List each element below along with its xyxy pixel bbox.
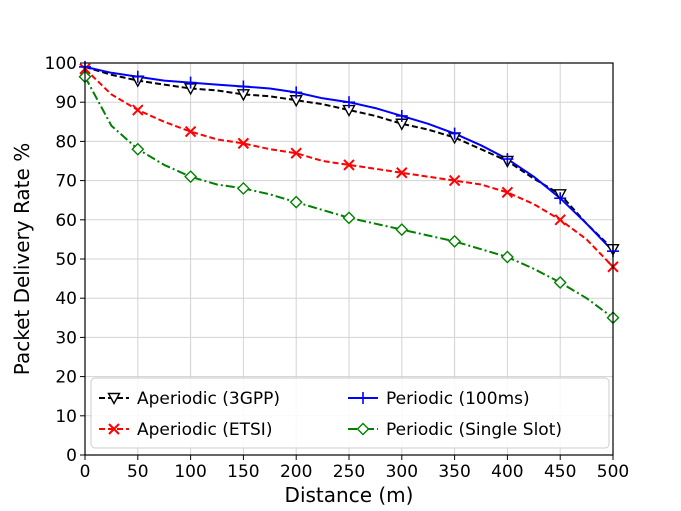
legend-swatch-marker bbox=[357, 392, 369, 404]
legend-swatch-marker-shape bbox=[356, 422, 370, 436]
data-point-s3-shape bbox=[448, 234, 462, 248]
data-point-s3 bbox=[342, 211, 356, 225]
data-point-s2 bbox=[290, 86, 303, 99]
x-tick-label: 150 bbox=[227, 462, 259, 482]
data-point-s3-shape bbox=[553, 276, 567, 290]
legend-swatch-marker-stroke bbox=[108, 423, 120, 435]
x-axis-label: Distance (m) bbox=[285, 483, 414, 507]
data-point-s1-stroke bbox=[132, 104, 144, 116]
data-point-s3-shape bbox=[342, 211, 356, 225]
y-tick-label: 10 bbox=[55, 407, 77, 427]
data-point-s2 bbox=[131, 70, 144, 83]
y-tick-label: 90 bbox=[55, 93, 77, 113]
y-tick-label: 50 bbox=[55, 250, 77, 270]
legend: Aperiodic (3GPP) Aperiodic (ETSI) Periodic… bbox=[90, 377, 610, 449]
data-point-s3 bbox=[236, 181, 250, 195]
x-tick-label: 200 bbox=[280, 462, 312, 482]
data-point-s1 bbox=[290, 147, 302, 159]
legend-swatch-marker bbox=[107, 392, 121, 405]
data-point-s1-stroke bbox=[396, 167, 408, 179]
legend-entry: Aperiodic (3GPP) bbox=[99, 389, 280, 409]
series-line-0 bbox=[84, 65, 614, 250]
y-axis-label: Packet Delivery Rate % bbox=[10, 143, 34, 375]
data-point-s1-stroke bbox=[184, 125, 197, 138]
data-point-s3-shape bbox=[184, 170, 198, 184]
data-point-s1 bbox=[184, 125, 197, 138]
x-tick-label: 400 bbox=[491, 462, 523, 482]
data-point-s3 bbox=[500, 250, 514, 264]
x-tick-label: 500 bbox=[597, 462, 629, 482]
legend-box bbox=[90, 377, 610, 449]
data-point-s1 bbox=[554, 214, 566, 226]
data-point-s3 bbox=[553, 276, 567, 290]
x-tick-label: 50 bbox=[127, 462, 149, 482]
y-tick-label: 0 bbox=[66, 446, 77, 466]
data-point-s3-shape bbox=[289, 195, 303, 209]
data-point-s2 bbox=[237, 80, 250, 93]
marker-layer bbox=[78, 60, 620, 325]
legend-label: Periodic (100ms) bbox=[386, 389, 530, 409]
data-point-s2 bbox=[501, 153, 514, 166]
data-point-s3 bbox=[395, 223, 409, 237]
legend-entry: Aperiodic (ETSI) bbox=[99, 420, 272, 440]
x-tick-label: 100 bbox=[174, 462, 206, 482]
data-point-s2 bbox=[395, 109, 408, 122]
data-point-s3-shape bbox=[236, 181, 250, 195]
data-point-s3 bbox=[131, 142, 145, 156]
ticks: 0 50 100 150 200 250 300 350 400 450 500 0 10 20 30 40 5… bbox=[45, 54, 630, 482]
x-tick-label: 350 bbox=[438, 462, 470, 482]
legend-label: Aperiodic (ETSI) bbox=[137, 420, 272, 440]
x-tick-label: 300 bbox=[386, 462, 418, 482]
legend-entry: Periodic (100ms) bbox=[348, 389, 530, 409]
data-point-s2 bbox=[554, 192, 567, 205]
data-point-s3 bbox=[184, 170, 198, 184]
data-point-s1 bbox=[343, 159, 355, 171]
data-point-s3-shape bbox=[131, 142, 145, 156]
data-point-s1-stroke bbox=[501, 186, 514, 199]
data-point-s3 bbox=[448, 234, 462, 248]
y-tick-label: 100 bbox=[45, 54, 77, 74]
data-point-s3-shape bbox=[500, 250, 514, 264]
legend-swatch-marker-shape bbox=[107, 392, 121, 405]
data-point-s1 bbox=[132, 104, 144, 116]
legend-entry: Periodic (Single Slot) bbox=[348, 420, 562, 440]
data-point-s1 bbox=[448, 174, 461, 187]
data-point-s1-stroke bbox=[343, 159, 355, 171]
data-point-s1 bbox=[396, 167, 408, 179]
data-point-s2 bbox=[184, 76, 197, 89]
legend-label: Periodic (Single Slot) bbox=[386, 420, 562, 440]
y-tick-label: 70 bbox=[55, 172, 77, 192]
y-tick-label: 80 bbox=[55, 132, 77, 152]
y-tick-label: 60 bbox=[55, 211, 77, 231]
data-point-s3-shape bbox=[395, 223, 409, 237]
y-tick-label: 20 bbox=[55, 368, 77, 388]
data-point-s1-stroke bbox=[290, 147, 302, 159]
legend-swatch-marker bbox=[108, 423, 120, 435]
x-tick-label: 250 bbox=[333, 462, 365, 482]
legend-swatch-marker bbox=[356, 422, 370, 436]
x-tick-label: 450 bbox=[544, 462, 576, 482]
data-point-s2 bbox=[448, 127, 461, 140]
x-tick-label: 0 bbox=[80, 462, 91, 482]
y-tick-label: 30 bbox=[55, 328, 77, 348]
data-point-s1-stroke bbox=[237, 137, 250, 150]
data-point-s1-stroke bbox=[554, 214, 566, 226]
data-point-s1 bbox=[237, 137, 250, 150]
data-point-s1 bbox=[501, 186, 514, 199]
data-point-s1-stroke bbox=[448, 174, 461, 187]
y-tick-label: 40 bbox=[55, 289, 77, 309]
data-point-s2 bbox=[343, 96, 355, 109]
legend-label: Aperiodic (3GPP) bbox=[137, 389, 280, 409]
data-point-s3 bbox=[289, 195, 303, 209]
